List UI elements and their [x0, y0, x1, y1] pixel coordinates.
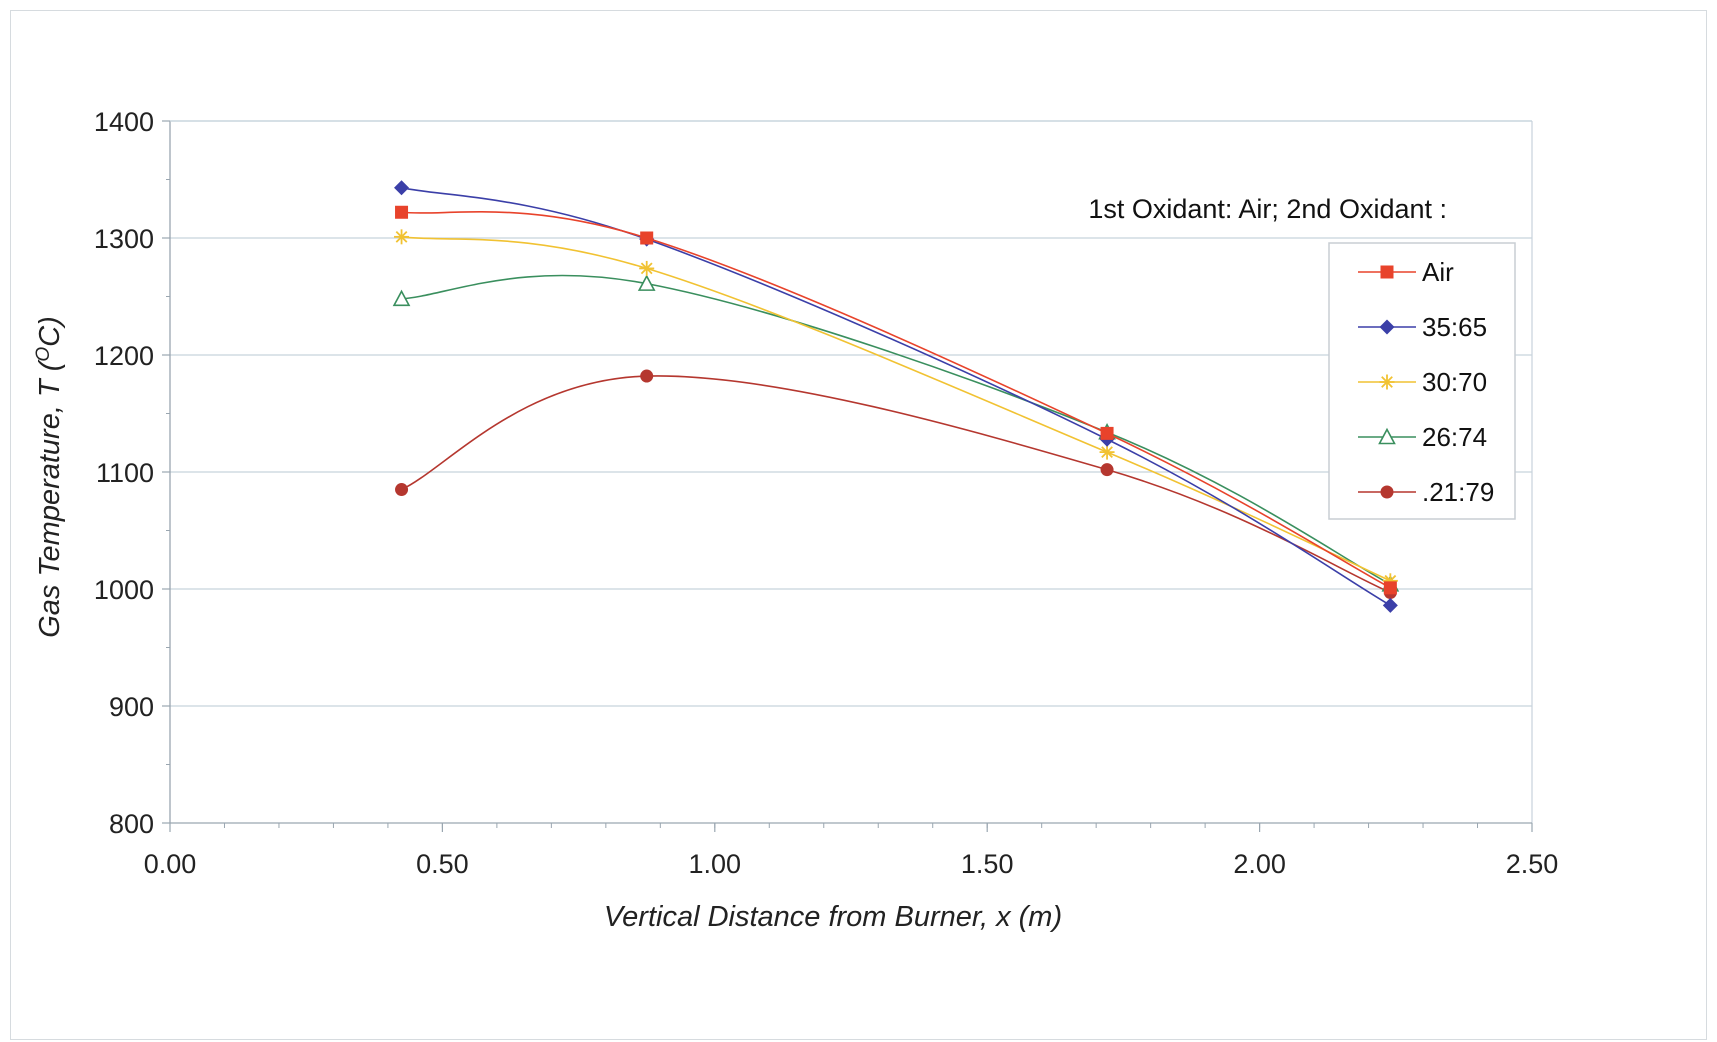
- series-line-21-79: [401, 375, 1391, 594]
- legend-marker-air: [1380, 265, 1394, 279]
- chart-area: 800 900 1000 1100 1200 1300 1400 0.00 0.50 1.00 1.…: [10, 10, 1707, 1040]
- y-tick-label: 1300: [94, 224, 154, 254]
- y-axis-title-sup: O: [33, 347, 54, 362]
- data-point-21-79: [640, 369, 654, 383]
- legend-entry-26-74: 26:74: [1358, 422, 1487, 452]
- y-axis-title-var: T: [34, 377, 66, 397]
- legend-marker-35-65: [1379, 319, 1395, 335]
- legend-box: [1328, 242, 1516, 520]
- y-tick-label: 900: [109, 692, 154, 722]
- legend-marker-30-70: [1379, 374, 1395, 390]
- series-air: [395, 205, 1397, 595]
- tick-labels: 800 900 1000 1100 1200 1300 1400 0.00 0.50 1.00 1.…: [94, 107, 1558, 879]
- data-point-26-74: [637, 274, 656, 291]
- x-tick-label: 1.50: [961, 849, 1014, 879]
- legend-label-26-74: 26:74: [1422, 422, 1487, 452]
- legend-label-30-70: 30:70: [1422, 367, 1487, 397]
- x-tick-label: 0.00: [144, 849, 197, 879]
- data-point-35-65: [1382, 597, 1398, 613]
- legend-entry-21-79: .21:79: [1358, 477, 1494, 507]
- series-line-26-74: [401, 274, 1391, 586]
- y-tick-label: 1100: [96, 458, 154, 488]
- data-point-air: [640, 231, 654, 245]
- series-line-30-70: [401, 236, 1391, 582]
- legend-entry-air: Air: [1358, 257, 1454, 287]
- data-point-air: [1383, 581, 1397, 595]
- line-chart: 800 900 1000 1100 1200 1300 1400 0.00 0.50 1.00 1.…: [33, 107, 1559, 933]
- data-point-26-74: [392, 289, 411, 307]
- chart-annotation: 1st Oxidant: Air; 2nd Oxidant :: [1088, 194, 1447, 224]
- legend-label-35-65: 35:65: [1422, 312, 1487, 342]
- series-line-air: [401, 210, 1391, 589]
- legend-entry-35-65: 35:65: [1358, 312, 1487, 342]
- series-lines: [392, 180, 1400, 613]
- y-axis-title-unit-close: C): [34, 316, 66, 347]
- legend-marker-21-79: [1380, 485, 1394, 499]
- y-axis-title-unit-open: (: [34, 358, 66, 379]
- data-point-air: [1100, 426, 1114, 440]
- data-point-30-70: [394, 229, 410, 245]
- y-tick-label: 1400: [94, 107, 154, 137]
- data-point-21-79: [395, 483, 409, 497]
- y-tick-label: 1000: [94, 575, 154, 605]
- legend: Air 35:65 30:70 26:74 .21:79: [1328, 242, 1516, 520]
- series-30-70: [394, 229, 1398, 589]
- legend-entry-30-70: 30:70: [1358, 367, 1487, 397]
- x-tick-label: 1.00: [689, 849, 742, 879]
- legend-label-air: Air: [1422, 257, 1454, 287]
- x-tick-label: 2.50: [1506, 849, 1559, 879]
- series-line-35-65: [401, 186, 1391, 607]
- y-axis-title-prefix: Gas Temperature,: [34, 397, 66, 638]
- data-point-35-65: [394, 180, 410, 196]
- legend-label-21-79: .21:79: [1422, 477, 1494, 507]
- legend-marker-26-74: [1378, 427, 1396, 445]
- x-axis-title: Vertical Distance from Burner, x (m): [604, 901, 1062, 933]
- y-tick-label: 800: [109, 809, 154, 839]
- x-tick-label: 2.00: [1233, 849, 1286, 879]
- y-tick-label: 1200: [94, 341, 154, 371]
- y-axis-title: Gas Temperature, T (OC): [33, 316, 67, 638]
- axes: [162, 120, 1533, 832]
- data-point-air: [395, 205, 409, 219]
- series-26-74: [392, 274, 1400, 592]
- data-point-21-79: [1100, 463, 1114, 477]
- data-point-30-70: [639, 260, 655, 276]
- series-21-79: [395, 369, 1397, 600]
- data-point-30-70: [1099, 444, 1115, 460]
- x-tick-label: 0.50: [416, 849, 469, 879]
